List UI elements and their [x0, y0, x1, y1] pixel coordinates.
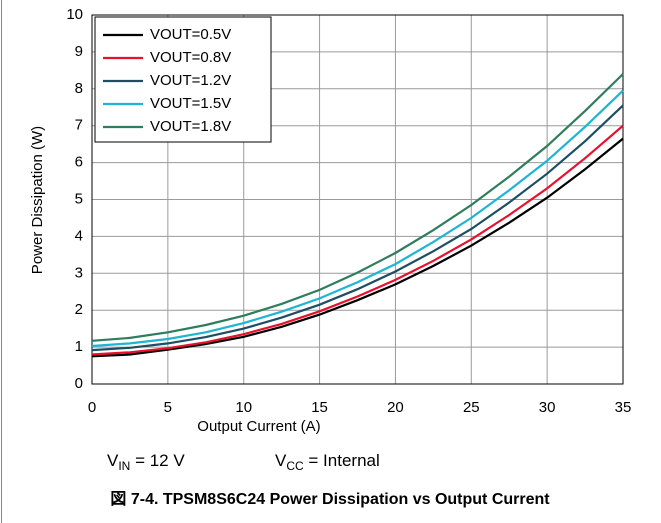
x-axis-label: Output Current (A) — [197, 418, 320, 435]
annotation-sub: IN — [118, 459, 130, 473]
x-tick-label: 0 — [88, 399, 96, 416]
y-tick-label: 0 — [75, 375, 83, 392]
legend-label: VOUT=1.5V — [150, 95, 231, 112]
line-series — [91, 137, 624, 358]
line-series — [91, 89, 624, 348]
x-tick-label: 10 — [235, 399, 252, 416]
y-tick-label: 8 — [75, 80, 83, 97]
legend-box — [94, 16, 272, 143]
y-tick-label: 7 — [75, 117, 83, 134]
y-tick-label: 9 — [75, 43, 83, 60]
annotation-rest: = 12 V — [130, 451, 185, 470]
y-tick-label: 2 — [75, 301, 83, 318]
annotation-text: V — [107, 451, 119, 470]
y-tick-label: 5 — [75, 190, 83, 207]
line-series — [91, 104, 624, 352]
annotation: VIN = 12 V — [107, 451, 185, 473]
y-tick-label: 4 — [75, 227, 83, 244]
y-tick-label: 6 — [75, 154, 83, 171]
legend-label: VOUT=1.2V — [150, 72, 231, 89]
x-tick-label: 20 — [387, 399, 404, 416]
line-series — [91, 124, 624, 356]
legend-label: VOUT=0.8V — [150, 49, 231, 66]
y-tick-label: 1 — [75, 338, 83, 355]
y-axis-label: Power Dissipation (W) — [29, 126, 46, 274]
annotation-text: V — [275, 451, 287, 470]
annotation-sub: CC — [286, 459, 304, 473]
plot-frame — [91, 14, 624, 385]
x-tick-label: 25 — [463, 399, 480, 416]
legend-label: VOUT=0.5V — [150, 26, 231, 43]
x-tick-label: 35 — [615, 399, 632, 416]
line-series — [91, 73, 624, 342]
annotation-rest: = Internal — [304, 451, 380, 470]
legend-label: VOUT=1.8V — [150, 118, 231, 135]
x-tick-label: 30 — [539, 399, 556, 416]
caption: 図 7-4. TPSM8S6C24 Power Dissipation vs O… — [110, 490, 550, 508]
y-tick-label: 3 — [75, 264, 83, 281]
annotation: VCC = Internal — [275, 451, 380, 473]
x-tick-label: 5 — [164, 399, 172, 416]
x-tick-label: 15 — [311, 399, 328, 416]
y-tick-label: 10 — [66, 6, 83, 23]
